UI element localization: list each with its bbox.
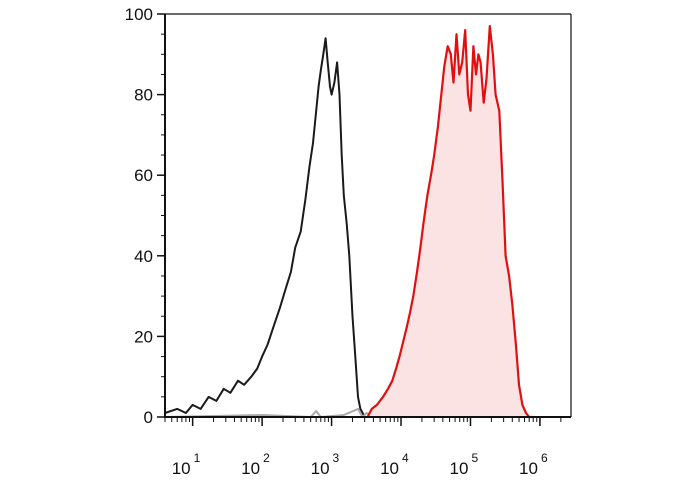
x-tick-label: 10 <box>380 459 399 478</box>
x-tick-label: 10 <box>450 459 469 478</box>
x-tick-exponent: 3 <box>333 451 340 465</box>
y-tick-label: 80 <box>134 86 153 105</box>
y-axis-ticks: 0 20 40 60 80 100 <box>125 5 165 427</box>
series-layer <box>164 25 534 419</box>
y-tick-label: 20 <box>134 327 153 346</box>
y-tick-label: 40 <box>134 247 153 266</box>
x-tick-exponent: 4 <box>402 451 409 465</box>
y-tick-label: 0 <box>144 408 153 427</box>
x-tick-label: 10 <box>519 459 538 478</box>
series-2-line <box>366 25 534 419</box>
y-tick-label: 100 <box>125 5 153 24</box>
x-tick-label: 10 <box>172 459 191 478</box>
x-tick-exponent: 1 <box>194 451 201 465</box>
x-tick-exponent: 5 <box>471 451 478 465</box>
y-tick-label: 60 <box>134 166 153 185</box>
plot-frame <box>165 13 572 417</box>
x-tick-label: 10 <box>311 459 330 478</box>
x-tick-exponent: 2 <box>263 451 270 465</box>
x-tick-exponent: 6 <box>541 451 548 465</box>
series-2-area <box>367 26 534 417</box>
series-1-line <box>164 407 374 418</box>
x-tick-label: 10 <box>241 459 260 478</box>
series-0-line <box>164 37 368 418</box>
